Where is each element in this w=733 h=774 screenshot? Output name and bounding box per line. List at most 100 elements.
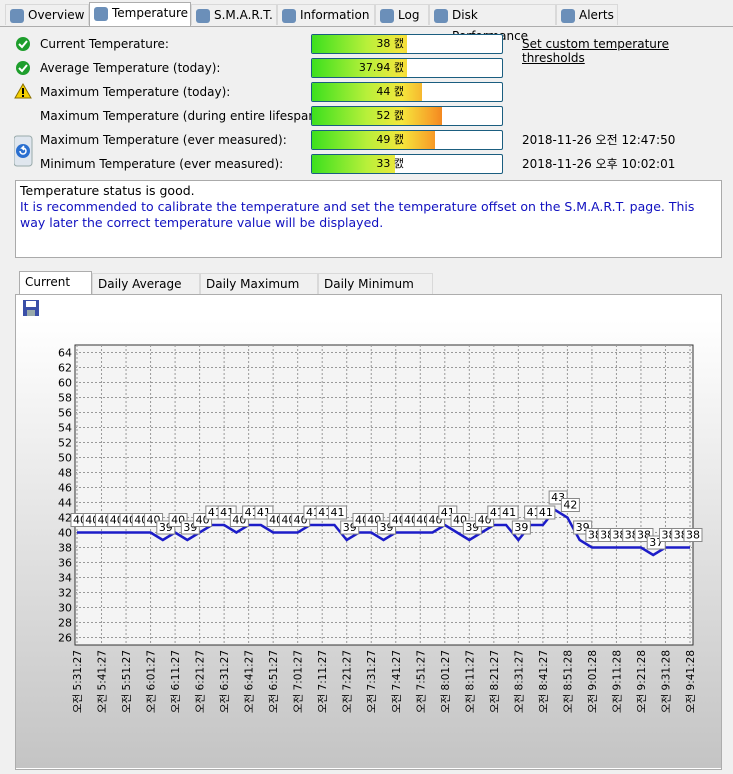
data-label-box [499, 505, 519, 520]
data-label-box [327, 505, 347, 520]
bar-fill [312, 107, 442, 125]
y-tick-label: 30 [58, 602, 72, 615]
bar-text: 37.94 캜 [358, 61, 404, 74]
bar-fill [312, 131, 435, 149]
x-tick-label: 오전 8:41:27 [538, 650, 550, 713]
tab-icon [434, 9, 448, 23]
y-tick-label: 50 [58, 452, 72, 465]
y-tick-label: 28 [58, 617, 72, 630]
tab[interactable]: Log [375, 4, 429, 25]
status-icons [14, 37, 33, 167]
x-tick-label: 오전 9:41:28 [685, 650, 697, 713]
row-label: Current Temperature: [40, 37, 169, 51]
data-label: 41 [539, 506, 553, 519]
chart-tab[interactable]: Current (캜) [19, 271, 92, 310]
y-tick-label: 26 [58, 632, 72, 645]
y-tick-label: 58 [58, 392, 72, 405]
tab-underline [0, 26, 733, 27]
chart-tab[interactable]: Daily Maximum (캜) [200, 273, 318, 312]
tab[interactable]: Temperature [89, 2, 191, 26]
ok-icon [16, 37, 30, 51]
x-tick-label: 오전 7:01:27 [293, 650, 305, 713]
tab-label: Information [300, 8, 370, 22]
bar-text: 52 캜 [376, 109, 404, 122]
x-tick-label: 오전 6:21:27 [195, 650, 207, 713]
bar-fill [312, 35, 407, 53]
temperature-bar: 37.94 캜 [311, 58, 503, 78]
data-label: 41 [502, 506, 516, 519]
tab-label: S.M.A.R.T. [214, 8, 273, 22]
x-tick-label: 오전 9:01:28 [587, 650, 599, 713]
ok-icon [16, 61, 30, 75]
tab-icon [282, 9, 296, 23]
chart-tab[interactable]: Daily Average (캜) [92, 273, 200, 312]
row-date: 2018-11-26 오전 12:47:50 [522, 133, 676, 147]
tab-label: Temperature [112, 6, 189, 20]
tab[interactable]: Information [277, 4, 375, 25]
x-tick-label: 오전 9:21:28 [636, 650, 648, 713]
y-tick-label: 46 [58, 482, 72, 495]
tab-icon [10, 9, 24, 23]
temperature-bar: 44 캜 [311, 82, 503, 102]
x-tick-label: 오전 6:11:27 [170, 650, 182, 713]
data-label: 41 [330, 506, 344, 519]
tab[interactable]: S.M.A.R.T. [191, 4, 277, 25]
tab[interactable]: Disk Performance [429, 4, 556, 43]
y-tick-label: 38 [58, 542, 72, 555]
row-label: Maximum Temperature (today): [40, 85, 231, 99]
y-tick-label: 40 [58, 527, 72, 540]
data-label: 38 [686, 529, 700, 542]
x-tick-label: 오전 7:41:27 [391, 650, 403, 713]
temperature-line [77, 508, 690, 557]
data-label-box [511, 520, 531, 535]
x-tick-label: 오전 6:01:27 [146, 650, 158, 713]
x-tick-label: 오전 9:11:28 [611, 650, 623, 713]
y-tick-label: 34 [58, 572, 72, 585]
tab-icon [561, 9, 575, 23]
x-tick-label: 오전 7:31:27 [366, 650, 378, 713]
chart-tab[interactable]: Daily Minimum (캜) [318, 273, 433, 312]
bar-text: 33 캜 [376, 157, 404, 170]
temperature-bar: 52 캜 [311, 106, 503, 126]
x-tick-label: 오전 5:51:27 [121, 650, 133, 713]
row-label: Maximum Temperature (ever measured): [40, 133, 287, 147]
bar-fill [312, 155, 395, 173]
tab-icon [94, 7, 108, 21]
y-tick-label: 62 [58, 362, 72, 375]
thresholds-link[interactable]: Set custom temperature thresholds [522, 37, 669, 65]
temperature-bar: 38 캜 [311, 34, 503, 54]
row-date: 2018-11-26 오후 10:02:01 [522, 157, 676, 171]
data-label-box [560, 498, 580, 512]
plot-area [74, 344, 694, 646]
save-button[interactable] [22, 299, 40, 317]
y-tick-label: 60 [58, 377, 72, 390]
y-tick-label: 42 [58, 512, 72, 525]
status-line: Temperature status is good. [20, 183, 195, 198]
y-tick-label: 36 [58, 557, 72, 570]
temperature-bar: 33 캜 [311, 154, 503, 174]
data-label: 39 [514, 521, 528, 534]
bar-fill [312, 83, 422, 101]
y-tick-label: 56 [58, 407, 72, 420]
x-tick-label: 오전 6:51:27 [268, 650, 280, 713]
x-tick-label: 오전 8:31:27 [513, 650, 525, 713]
status-box: Temperature status is good. It is recomm… [15, 180, 722, 258]
y-tick-label: 54 [58, 422, 72, 435]
y-tick-label: 64 [58, 347, 72, 360]
y-tick-label: 52 [58, 437, 72, 450]
tab[interactable]: Overview [5, 4, 89, 25]
data-label: 42 [563, 499, 577, 512]
y-tick-label: 32 [58, 587, 72, 600]
chart: 26 28 30 32 34 36 38 40 42 44 46 48 50 52 54 56 58 60 62 64… [16, 320, 721, 768]
y-tick-label: 44 [58, 497, 72, 510]
x-tick-label: 오전 8:21:27 [489, 650, 501, 713]
x-tick-label: 오전 7:51:27 [415, 650, 427, 713]
y-tick-label: 48 [58, 467, 72, 480]
tab[interactable]: Alerts [556, 4, 618, 25]
x-tick-label: 오전 5:31:27 [72, 650, 84, 713]
row-label: Average Temperature (today): [40, 61, 221, 75]
x-tick-label: 오전 8:51:28 [562, 650, 574, 713]
temperature-bar: 49 캜 [311, 130, 503, 150]
bar-text: 44 캜 [376, 85, 404, 98]
